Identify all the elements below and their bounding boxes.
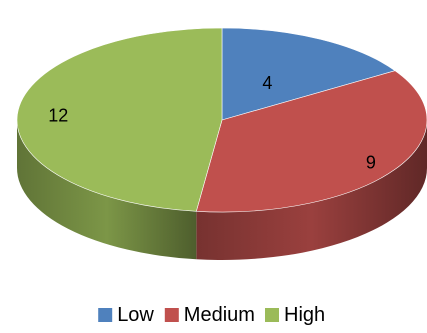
legend-item-low: Low [98, 304, 154, 326]
legend: Low Medium High [98, 304, 325, 326]
pie-side-high [17, 120, 197, 260]
legend-item-high: High [265, 304, 325, 326]
data-label-medium: 9 [366, 152, 376, 172]
legend-label-high: High [284, 304, 325, 326]
legend-label-low: Low [117, 304, 154, 326]
legend-swatch-low [98, 308, 113, 322]
legend-item-medium: Medium [164, 304, 255, 326]
legend-swatch-high [265, 308, 279, 322]
legend-label-medium: Medium [184, 304, 255, 326]
data-labels: 4 9 12 [48, 73, 376, 172]
pie-slice-high [16, 27, 223, 212]
data-label-high: 12 [48, 105, 68, 125]
legend-swatch-medium [164, 308, 179, 322]
pie-top-faces [16, 27, 427, 213]
pie-side-walls [17, 120, 427, 260]
pie-side-medium [196, 120, 427, 260]
pie-slice-low [221, 27, 396, 121]
pie-slice-medium [195, 70, 427, 213]
data-label-low: 4 [262, 73, 272, 93]
